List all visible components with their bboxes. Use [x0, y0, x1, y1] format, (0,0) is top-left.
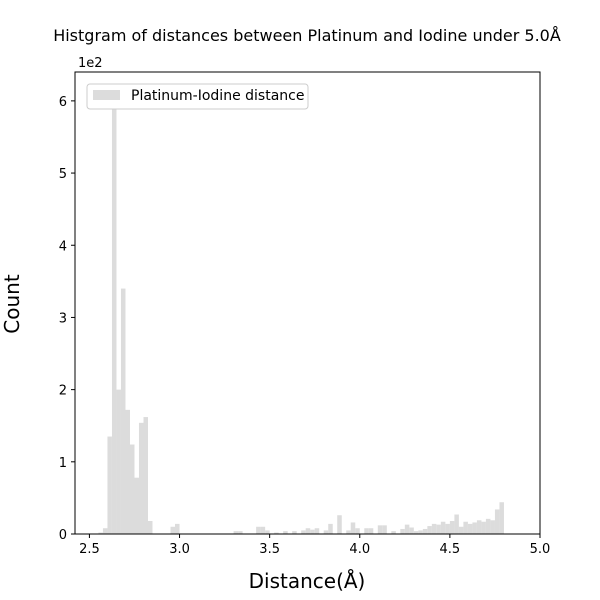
y-tick-label: 4	[59, 239, 67, 254]
histogram-bar	[134, 477, 139, 534]
plot-frame	[74, 71, 541, 535]
legend-box	[86, 83, 309, 110]
histogram-bar	[323, 530, 329, 534]
histogram-bar	[116, 389, 121, 535]
legend: Platinum-Iodine distance	[86, 83, 309, 110]
y-tick-label: 1	[59, 456, 67, 471]
histogram-bar	[305, 528, 311, 534]
histogram-bar	[355, 528, 360, 534]
histogram-bar	[265, 530, 270, 534]
histogram-bar	[458, 526, 464, 534]
histogram-bar	[111, 93, 117, 534]
y-tick-label: 2	[59, 384, 67, 399]
histogram-bar	[170, 526, 176, 534]
x-tick-label: 3.5	[259, 542, 280, 557]
x-tick-label: 5.0	[530, 542, 551, 557]
y-tick-label: 3	[59, 311, 67, 326]
histogram-bar	[463, 521, 468, 534]
histogram-bar	[292, 531, 297, 534]
histogram-bar	[120, 288, 126, 534]
histogram-bar	[283, 531, 288, 534]
histogram-bar	[440, 521, 446, 534]
histogram-bar	[404, 524, 410, 534]
y-tick-label: 6	[59, 95, 67, 110]
x-tick-label: 2.5	[79, 542, 100, 557]
histogram-bar	[413, 531, 419, 534]
x-tick-label: 4.0	[349, 542, 370, 557]
histogram-bar	[314, 528, 320, 534]
histogram-bar	[175, 523, 180, 534]
chart-title: Histgram of distances between Platinum a…	[53, 26, 561, 45]
histogram-bar	[233, 531, 239, 534]
histogram-bar	[422, 528, 428, 534]
histogram-bar	[377, 525, 383, 534]
histogram-bar	[449, 521, 455, 534]
histogram-bar	[472, 522, 477, 534]
histogram-bar	[256, 526, 261, 534]
histogram-bar	[490, 520, 495, 534]
histogram-bar	[391, 531, 396, 534]
histogram-bar	[481, 521, 486, 534]
histogram-bar	[400, 528, 405, 534]
histogram-bar	[238, 531, 243, 534]
histogram-bar	[350, 522, 356, 534]
y-scale-label: 1e2	[78, 56, 103, 71]
y-axis-label: Count	[0, 274, 24, 334]
x-axis-label: Distance(Å)	[249, 569, 366, 593]
y-axis-ticks: 0 1 2 3 4 5 6	[59, 95, 75, 543]
histogram-bar	[485, 518, 491, 534]
histogram-bar	[346, 530, 351, 534]
histogram-bars	[98, 93, 504, 535]
x-axis-ticks: 2.5 3.0 3.5 4.0 4.5 5.0	[79, 534, 550, 557]
histogram-bar	[102, 528, 108, 534]
histogram-bar	[431, 523, 437, 534]
histogram-bar	[147, 521, 153, 534]
histogram-bar	[337, 515, 342, 534]
histogram-bar	[467, 523, 473, 534]
histogram-bar	[107, 436, 112, 534]
histogram-bar	[494, 509, 500, 534]
histogram-bar	[129, 444, 135, 534]
histogram-bar	[364, 528, 369, 534]
histogram-bar	[328, 523, 333, 534]
legend-swatch	[93, 90, 120, 100]
histogram-bar	[427, 526, 432, 534]
x-tick-label: 3.0	[169, 542, 190, 557]
histogram-bar	[310, 529, 315, 534]
histogram-bar	[436, 524, 441, 534]
histogram-bar	[143, 417, 148, 534]
histogram-bar	[499, 502, 504, 534]
x-tick-label: 4.5	[440, 542, 461, 557]
histogram-bar	[274, 532, 279, 534]
histogram-bar	[445, 523, 450, 534]
histogram-bar	[138, 422, 144, 534]
y-tick-label: 5	[59, 167, 67, 182]
histogram-bar	[454, 514, 459, 534]
histogram-bar	[368, 528, 374, 534]
histogram-bar	[301, 530, 306, 534]
histogram-bar	[409, 527, 414, 534]
legend-label: Platinum-Iodine distance	[131, 88, 304, 104]
histogram-bar	[125, 409, 130, 534]
histogram-bar	[476, 520, 482, 534]
y-tick-label: 0	[59, 528, 67, 543]
histogram-bar	[382, 525, 387, 534]
histogram-bar	[98, 532, 103, 534]
histogram-bar	[260, 526, 266, 534]
histogram-bar	[418, 530, 423, 534]
